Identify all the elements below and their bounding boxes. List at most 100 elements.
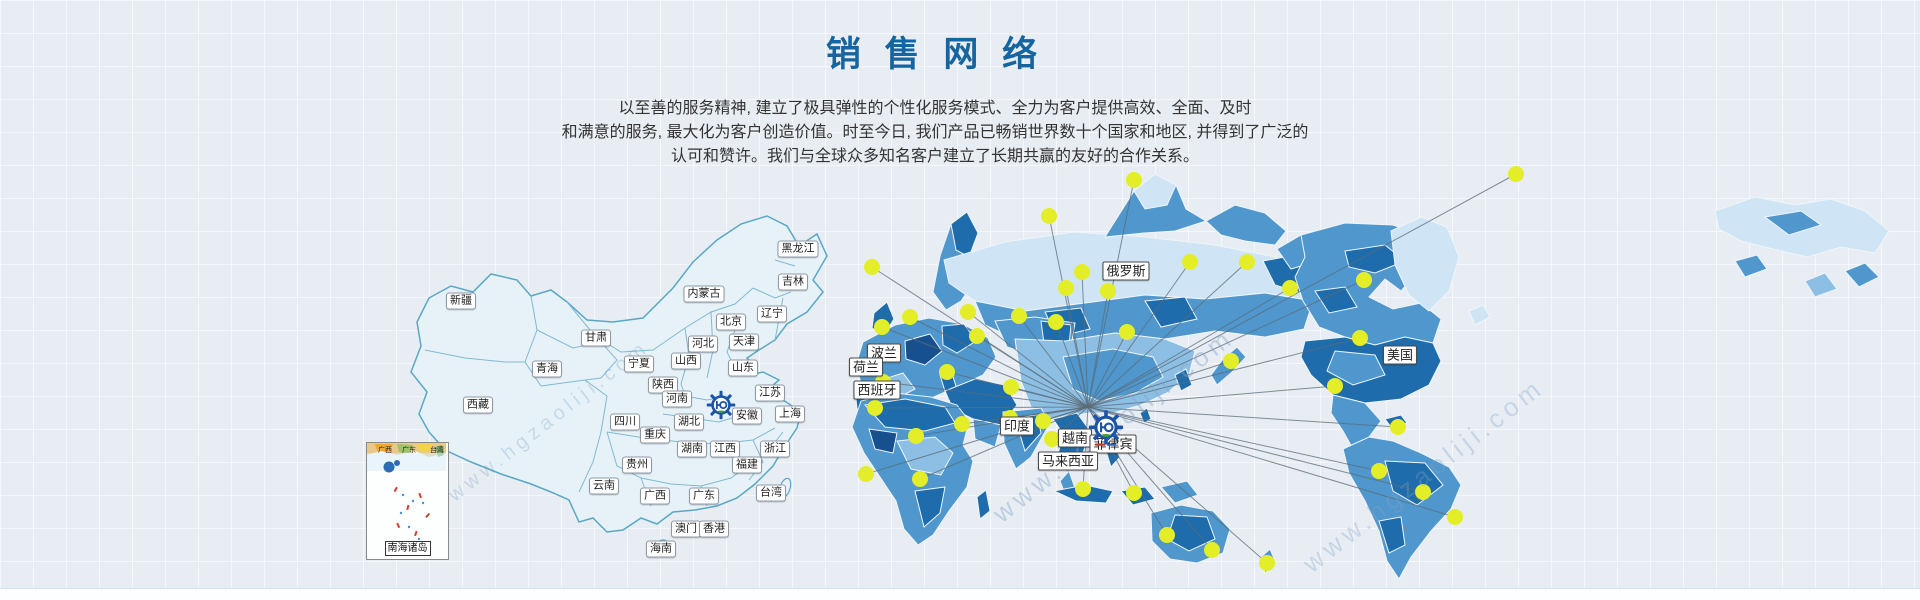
province-label: 福建 — [732, 456, 762, 474]
sales-location-dot — [1371, 463, 1387, 479]
network-line — [919, 406, 1089, 480]
sales-location-dot — [1204, 542, 1220, 558]
sales-location-dot — [1508, 166, 1524, 182]
province-label: 湖北 — [674, 413, 704, 431]
network-line — [1087, 337, 1361, 408]
sales-location-dot — [1239, 254, 1255, 270]
province-label: 安徽 — [732, 407, 762, 425]
network-line — [1009, 406, 1089, 419]
network-line — [1087, 173, 1517, 408]
country-label: 马来西亚 — [1037, 451, 1099, 471]
network-line — [874, 406, 1089, 409]
sales-location-dot — [1044, 431, 1060, 447]
country-label: 荷兰 — [848, 357, 884, 377]
sales-location-dot — [969, 328, 985, 344]
intro-line-2: 和满意的服务, 最大化为客户创造价值。时至今日, 我们产品已畅销世界数十个国家和… — [561, 124, 1309, 141]
country-label: 波兰 — [866, 343, 902, 363]
province-label: 上海 — [775, 405, 805, 423]
sales-location-dot — [954, 416, 970, 432]
network-line — [1010, 386, 1089, 408]
china-map: www.hgzaoliji.com 新疆 西藏 青海 甘肃 内蒙古 黑龙江 吉林 辽宁 北京 天津… — [355, 200, 885, 580]
sales-location-dot — [1159, 527, 1175, 543]
network-line — [1065, 287, 1089, 408]
country-label: 美国 — [1382, 345, 1418, 365]
province-label: 广东 — [689, 487, 719, 505]
province-label: 山西 — [671, 352, 701, 370]
network-line — [1048, 215, 1089, 408]
continents — [851, 173, 1890, 580]
province-label: 澳门 — [671, 520, 701, 538]
section-header: 销 售 网 络 以至善的服务精神, 建立了极具弹性的个性化服务模式、全力为客户提… — [385, 26, 1485, 169]
province-label: 江西 — [710, 440, 740, 458]
province-label: 海南 — [646, 540, 676, 558]
province-label: 北京 — [716, 313, 746, 331]
network-line — [1087, 406, 1268, 564]
sales-location-dot — [867, 400, 883, 416]
province-label: 青海 — [532, 360, 562, 378]
network-line — [1087, 406, 1424, 493]
sales-location-dot — [1356, 272, 1372, 288]
inset-caption: 南海诸岛 — [384, 541, 431, 556]
world-map: www.hgzaoliji.com www.hgzaoliji.com 俄罗斯美… — [845, 160, 1905, 585]
sales-location-dot — [908, 428, 924, 444]
province-label: 台湾 — [756, 484, 786, 502]
network-line — [1087, 360, 1232, 408]
network-line — [1018, 315, 1089, 408]
province-label: 天津 — [729, 333, 759, 351]
network-line — [1087, 385, 1336, 408]
province-label: 吉林 — [778, 273, 808, 291]
sales-location-dot — [874, 319, 890, 335]
page-title: 销 售 网 络 — [825, 35, 1045, 74]
network-line — [1087, 406, 1380, 472]
sales-location-dot — [1119, 324, 1135, 340]
network-line — [1087, 406, 1456, 518]
province-label: 黑龙江 — [777, 240, 819, 258]
sales-location-dot — [1415, 484, 1431, 500]
province-label: 宁夏 — [624, 355, 654, 373]
sales-location-dot — [1058, 280, 1074, 296]
province-label: 四川 — [610, 413, 640, 431]
network-line — [882, 381, 1089, 408]
sales-location-dot — [1075, 481, 1091, 497]
world-map-drawing — [851, 166, 1890, 580]
network-line — [1087, 279, 1365, 408]
sales-location-dot — [1182, 254, 1198, 270]
sales-location-dot — [960, 304, 976, 320]
south-china-sea-inset: 广西 广东 台湾 南海诸岛 — [366, 442, 449, 560]
network-line — [1055, 321, 1089, 408]
sales-location-dot — [1100, 283, 1116, 299]
province-label: 广西 — [640, 487, 670, 505]
network-line — [1087, 290, 1109, 408]
sales-location-dot — [864, 259, 880, 275]
sales-location-dot — [1259, 555, 1275, 571]
sales-location-dot — [1390, 419, 1406, 435]
sales-location-dot — [1126, 172, 1142, 188]
sales-location-dot — [1223, 353, 1239, 369]
sales-location-dot — [1003, 379, 1019, 395]
sales-location-dot — [1011, 308, 1027, 324]
country-label: 西班牙 — [853, 380, 901, 400]
sales-location-dot — [1282, 280, 1298, 296]
province-label: 重庆 — [640, 426, 670, 444]
intro-line-3: 认可和赞许。我们与全球众多知名客户建立了长期共赢的友好的合作关系。 — [670, 148, 1199, 165]
province-label: 西藏 — [463, 396, 493, 414]
sales-location-dot — [858, 466, 874, 482]
province-label: 河北 — [688, 335, 718, 353]
sales-location-dot — [1352, 330, 1368, 346]
network-line — [967, 311, 1089, 408]
network-line — [1087, 406, 1399, 428]
network-line — [881, 326, 1089, 408]
inset-coast-label: 广东 — [402, 447, 416, 454]
province-label: 云南 — [589, 477, 619, 495]
country-label: 俄罗斯 — [1102, 261, 1150, 281]
country-label: 越南 — [1057, 428, 1093, 448]
sales-location-dot — [939, 364, 955, 380]
inset-coast-label: 台湾 — [430, 447, 444, 454]
sales-location-dot — [1048, 314, 1064, 330]
network-line — [1087, 261, 1248, 408]
intro-paragraph: 以至善的服务精神, 建立了极具弹性的个性化服务模式、全力为客户提供高效、全面、及… — [385, 97, 1485, 169]
network-line — [1087, 331, 1128, 408]
network-line — [1087, 261, 1191, 408]
province-label: 内蒙古 — [683, 285, 725, 303]
